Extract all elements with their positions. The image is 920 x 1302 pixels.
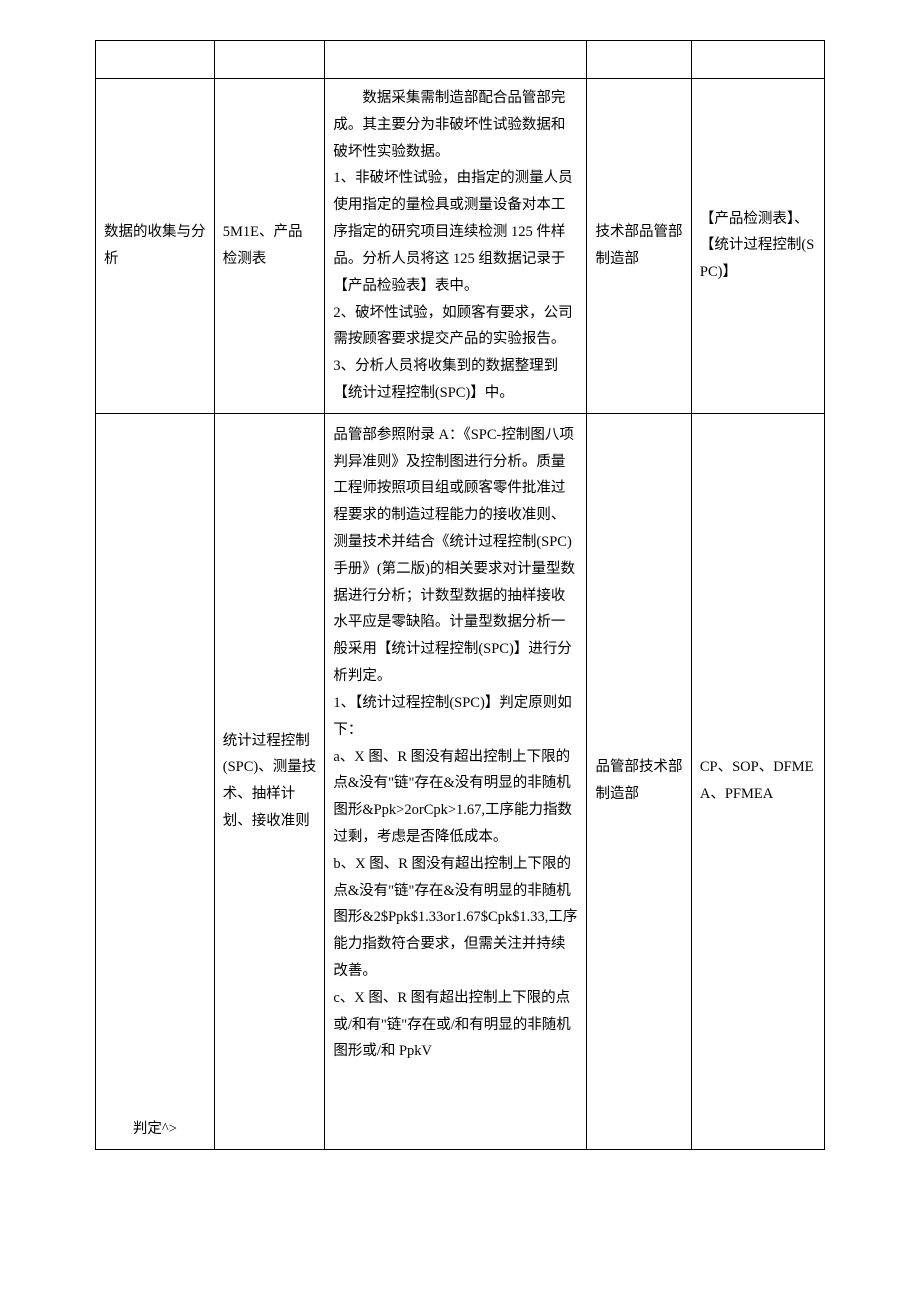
cell-description: 数据采集需制造部配合品管部完成。其主要分为非破坏性试验数据和破坏性实验数据。 1…: [325, 79, 587, 414]
cell-output: CP、SOP、DFMEA、PFMEA: [691, 413, 824, 1149]
paragraph: 品管部参照附录 A：《SPC-控制图八项判异准则》及控制图进行分析。质量工程师按…: [333, 427, 575, 684]
table-row: [96, 41, 825, 79]
cell-input: 5M1E、产品检测表: [214, 79, 325, 414]
cell-description: 品管部参照附录 A：《SPC-控制图八项判异准则》及控制图进行分析。质量工程师按…: [325, 413, 587, 1149]
cell-empty: [325, 41, 587, 79]
cell-step-name: 数据的收集与分析: [96, 79, 215, 414]
cell-empty: [214, 41, 325, 79]
paragraph: a、X 图、R 图没有超出控制上下限的点&没有"链"存在&没有明显的非随机图形&…: [333, 749, 572, 845]
paragraph: 2、破坏性试验，如顾客有要求，公司需按顾客要求提交产品的实验报告。: [333, 305, 572, 348]
cell-empty: [587, 41, 691, 79]
table-row: 判定^> 统计过程控制(SPC)、测量技术、抽样计划、接收准则 品管部参照附录 …: [96, 413, 825, 1149]
cell-empty: [96, 41, 215, 79]
paragraph: 1、非破坏性试验，由指定的测量人员使用指定的量检具或测量设备对本工序指定的研究项…: [333, 170, 572, 293]
document-page: 数据的收集与分析 5M1E、产品检测表 数据采集需制造部配合品管部完成。其主要分…: [0, 0, 920, 1150]
paragraph: 数据采集需制造部配合品管部完成。其主要分为非破坏性试验数据和破坏性实验数据。: [333, 85, 578, 165]
table-row: 数据的收集与分析 5M1E、产品检测表 数据采集需制造部配合品管部完成。其主要分…: [96, 79, 825, 414]
cell-input: 统计过程控制(SPC)、测量技术、抽样计划、接收准则: [214, 413, 325, 1149]
cell-department: 品管部技术部制造部: [587, 413, 691, 1149]
cell-department: 技术部品管部制造部: [587, 79, 691, 414]
paragraph: 3、分析人员将收集到的数据整理到【统计过程控制(SPC)】中。: [333, 358, 558, 401]
paragraph: 1、【统计过程控制(SPC)】判定原则如下：: [333, 695, 571, 738]
process-table: 数据的收集与分析 5M1E、产品检测表 数据采集需制造部配合品管部完成。其主要分…: [95, 40, 825, 1150]
cell-step-name: 判定^>: [96, 413, 215, 1149]
paragraph: b、X 图、R 图没有超出控制上下限的点&没有"链"存在&没有明显的非随机图形&…: [333, 856, 577, 979]
cell-output: 【产品检测表】、【统计过程控制(SPC)】: [691, 79, 824, 414]
paragraph: c、X 图、R 图有超出控制上下限的点或/和有"链"存在或/和有明显的非随机图形…: [333, 990, 570, 1060]
cell-empty: [691, 41, 824, 79]
